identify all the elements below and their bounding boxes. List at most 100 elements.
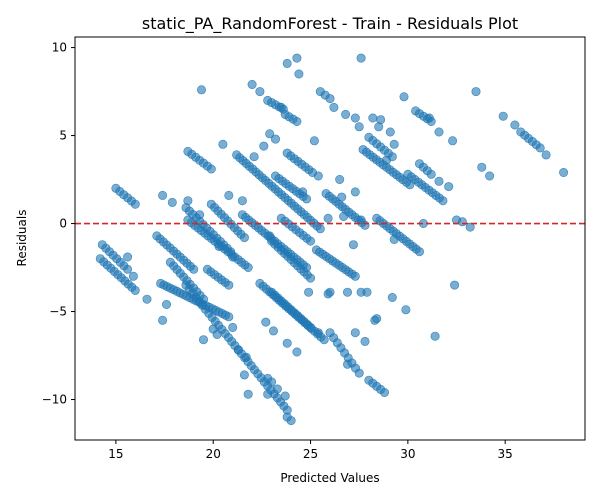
data-point (294, 69, 304, 79)
chart-title: static_PA_RandomForest - Train - Residua… (142, 14, 518, 34)
data-points (95, 53, 569, 426)
data-point (224, 280, 234, 290)
data-point (342, 287, 352, 297)
data-point (228, 322, 238, 332)
data-point (214, 241, 224, 251)
x-tick-label: 20 (206, 447, 221, 461)
data-point (263, 389, 273, 399)
data-point (337, 192, 347, 202)
x-tick-label: 15 (108, 447, 123, 461)
data-point (389, 234, 399, 244)
data-point (241, 352, 251, 362)
data-point (286, 416, 296, 426)
data-point (298, 187, 308, 197)
data-point (315, 224, 325, 234)
data-point (477, 162, 487, 172)
data-point (282, 58, 292, 68)
plot-area (74, 36, 586, 441)
data-point (195, 210, 205, 220)
data-point (356, 215, 366, 225)
data-point (510, 120, 520, 130)
x-axis: 15 20 25 30 35 (108, 440, 513, 461)
y-axis-label: Residuals (15, 210, 29, 267)
data-point (239, 370, 249, 380)
data-point (430, 331, 440, 341)
data-point (465, 222, 475, 232)
data-point (485, 171, 495, 181)
x-axis-label: Predicted Values (280, 471, 379, 485)
data-point (130, 285, 140, 295)
y-tick-label: −10 (42, 393, 67, 407)
data-point (123, 264, 133, 274)
data-point (158, 315, 168, 325)
data-point (265, 129, 275, 139)
data-point (276, 102, 286, 112)
data-point (234, 345, 244, 355)
data-point (292, 117, 302, 127)
y-tick-label: 10 (52, 41, 67, 55)
data-point (267, 377, 277, 387)
data-point (387, 292, 397, 302)
y-axis: −10 −5 0 5 10 (42, 41, 75, 407)
data-point (305, 322, 315, 332)
data-point (354, 368, 364, 378)
data-point (123, 252, 133, 262)
data-point (385, 127, 395, 137)
data-point (304, 287, 314, 297)
data-point (498, 111, 508, 121)
data-point (362, 287, 372, 297)
data-point (142, 294, 152, 304)
data-point (401, 305, 411, 315)
data-point (434, 176, 444, 186)
data-point (255, 87, 265, 97)
data-point (360, 336, 370, 346)
data-point (292, 53, 302, 63)
data-point (444, 182, 454, 192)
data-point (424, 113, 434, 123)
x-tick-label: 25 (303, 447, 318, 461)
data-point (372, 314, 382, 324)
data-point (559, 168, 569, 178)
data-point (376, 115, 386, 125)
data-point (323, 289, 333, 299)
data-point (259, 141, 269, 151)
data-point (426, 169, 436, 179)
data-point (167, 197, 177, 207)
data-point (457, 217, 467, 227)
data-point (379, 387, 389, 397)
data-point (305, 236, 315, 246)
data-point (354, 122, 364, 132)
data-point (368, 113, 378, 123)
data-point (270, 134, 280, 144)
data-point (541, 150, 551, 160)
data-point (448, 136, 458, 146)
data-point (350, 328, 360, 338)
x-tick-label: 35 (498, 447, 513, 461)
data-point (438, 196, 448, 206)
data-point (471, 87, 481, 97)
data-point (341, 109, 351, 119)
data-point (265, 231, 275, 241)
data-point (212, 329, 222, 339)
data-point (302, 194, 312, 204)
data-point (389, 139, 399, 149)
data-point (350, 113, 360, 123)
data-point (272, 384, 282, 394)
data-point (319, 335, 329, 345)
data-point (305, 273, 315, 283)
data-point (206, 164, 216, 174)
data-point (323, 213, 333, 223)
data-point (158, 190, 168, 200)
data-point (243, 389, 253, 399)
y-tick-label: 0 (59, 217, 67, 231)
data-point (342, 359, 352, 369)
data-point (237, 196, 247, 206)
data-point (350, 271, 360, 281)
data-point (197, 85, 207, 95)
data-point (450, 280, 460, 290)
data-point (535, 143, 545, 153)
data-point (280, 391, 290, 401)
data-point (399, 92, 409, 102)
data-point (130, 199, 140, 209)
data-point (224, 190, 234, 200)
